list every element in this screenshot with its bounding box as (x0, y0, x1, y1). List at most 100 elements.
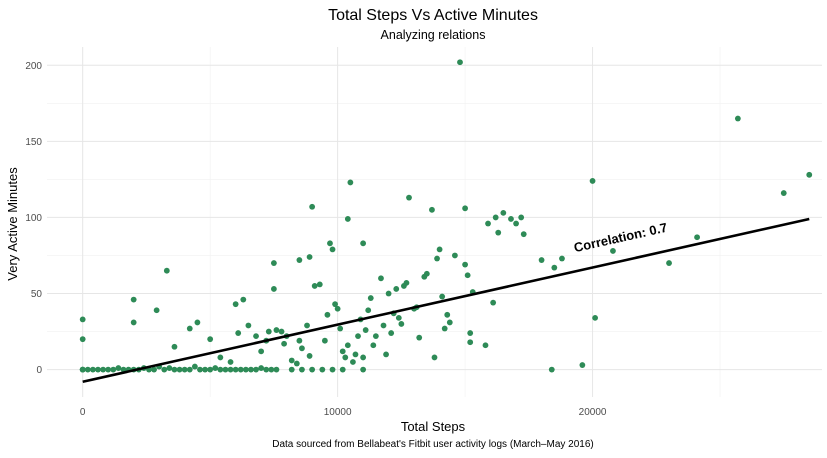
data-point (227, 359, 234, 365)
major-gridlines (47, 47, 822, 397)
data-point (559, 255, 565, 262)
data-point (263, 366, 270, 373)
y-tick-label: 200 (25, 61, 42, 72)
data-point (434, 255, 440, 262)
data-point (240, 296, 247, 303)
data-point (253, 333, 259, 340)
y-tick-label: 100 (25, 213, 42, 224)
data-point (306, 353, 313, 359)
data-point (360, 354, 367, 361)
data-point (258, 365, 265, 371)
data-point (79, 366, 86, 373)
data-point (436, 246, 443, 253)
data-point (406, 194, 412, 201)
data-point (446, 319, 453, 326)
data-point (337, 325, 344, 332)
data-point (385, 290, 392, 297)
data-point (592, 314, 599, 321)
data-point (161, 366, 168, 373)
data-point (227, 366, 234, 373)
data-point (278, 328, 285, 335)
data-point (610, 248, 616, 254)
data-point (444, 311, 451, 318)
data-point (500, 209, 507, 216)
data-point (367, 295, 374, 301)
data-point (416, 334, 423, 341)
data-point (451, 252, 458, 259)
data-point (100, 366, 106, 373)
data-point (360, 366, 367, 373)
data-point (299, 345, 305, 352)
data-point (329, 246, 336, 253)
data-point (309, 366, 316, 373)
data-point (485, 220, 491, 227)
data-point (265, 328, 272, 335)
data-point (508, 216, 514, 222)
data-point (207, 366, 214, 373)
y-tick-label: 50 (31, 289, 43, 300)
data-point (520, 231, 527, 238)
data-point (306, 254, 313, 260)
data-point (393, 286, 400, 292)
data-point (347, 179, 354, 186)
data-point (242, 366, 249, 373)
data-point (151, 366, 157, 373)
data-point (84, 366, 91, 373)
data-point (296, 257, 303, 263)
data-point (258, 348, 265, 355)
data-point (245, 322, 252, 329)
data-point (191, 363, 198, 370)
data-point (350, 359, 356, 365)
data-point (171, 343, 178, 350)
data-point (332, 301, 338, 308)
data-point (163, 267, 170, 274)
data-point (130, 296, 137, 303)
data-point (79, 336, 86, 343)
data-point (362, 327, 369, 333)
data-point (166, 365, 173, 371)
data-points (79, 59, 813, 373)
data-point (327, 240, 333, 247)
data-point (321, 337, 328, 344)
data-point (431, 354, 438, 361)
data-point (319, 366, 326, 373)
data-point (518, 214, 525, 221)
data-point (212, 365, 219, 371)
data-point (153, 307, 160, 314)
data-point (441, 325, 448, 332)
chart-title: Total Steps Vs Active Minutes (328, 7, 538, 24)
data-point (395, 314, 402, 321)
data-point (89, 366, 96, 373)
data-point (194, 319, 201, 326)
data-point (365, 307, 372, 314)
data-point (490, 299, 497, 306)
data-point (339, 348, 346, 355)
data-point (130, 319, 137, 326)
data-point (311, 283, 318, 289)
data-point (513, 220, 519, 227)
data-point (237, 366, 244, 373)
data-point (235, 330, 242, 336)
data-point (296, 337, 303, 344)
data-point (462, 205, 468, 212)
data-point (273, 327, 280, 333)
data-point (268, 366, 275, 373)
data-point (482, 342, 489, 349)
correlation-annotation: Correlation: 0.7 (572, 220, 668, 255)
data-point (217, 366, 224, 373)
x-axis-label: Total Steps (401, 419, 466, 434)
data-point (248, 366, 254, 373)
x-tick-label: 10000 (324, 407, 352, 418)
data-point (352, 351, 359, 358)
data-point (202, 366, 208, 373)
data-point (181, 366, 188, 373)
data-point (360, 240, 367, 247)
data-point (207, 336, 214, 343)
data-point (344, 216, 351, 222)
data-point (457, 59, 463, 66)
data-point (429, 206, 435, 213)
data-point (344, 342, 351, 349)
data-point (372, 333, 379, 340)
data-point (464, 272, 471, 279)
